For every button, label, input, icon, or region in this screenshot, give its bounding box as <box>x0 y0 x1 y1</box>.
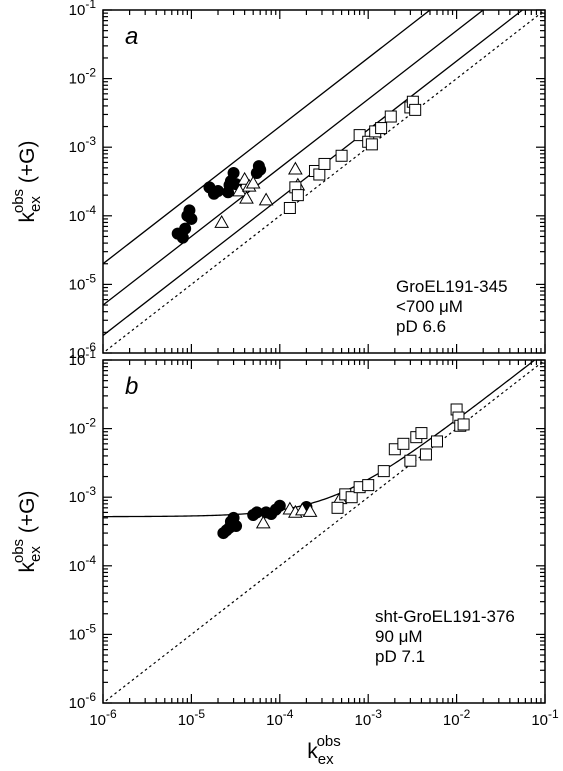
panel-letter: a <box>125 23 138 50</box>
annotation-line: pD 6.6 <box>396 317 446 336</box>
y-tick-label: 10-6 <box>69 340 97 362</box>
square-point <box>397 437 410 450</box>
x-axis-label: kexobs <box>307 733 341 768</box>
x-tick-label: 10-2 <box>443 707 471 729</box>
square-point <box>313 168 326 181</box>
y-tick-label: 10-6 <box>69 690 97 712</box>
plot-frame <box>102 359 546 704</box>
square-point <box>331 501 344 514</box>
square-point <box>430 435 443 448</box>
annotation-line: GroEL191-345 <box>396 277 508 296</box>
square-point <box>409 103 422 116</box>
square-point <box>404 454 417 467</box>
y-tick-label: 10-4 <box>69 553 97 575</box>
y-tick-label: 10-1 <box>69 0 97 19</box>
circle-point <box>227 167 240 180</box>
triangle-point <box>255 515 271 529</box>
x-tick-label: 10-3 <box>355 707 383 729</box>
square-point <box>384 110 397 123</box>
identity-line <box>103 360 545 703</box>
square-point <box>318 157 331 170</box>
square-point <box>283 201 296 214</box>
square-point <box>415 427 428 440</box>
fit-line <box>103 10 485 306</box>
triangle-point <box>239 190 254 204</box>
circle-point <box>179 222 192 235</box>
fit-line <box>103 360 536 518</box>
annotation-line: sht-GroEL191-376 <box>375 607 515 626</box>
data-points <box>217 403 470 540</box>
y-tick-label: 10-2 <box>69 416 97 438</box>
annotation-line: pD 7.1 <box>375 647 425 666</box>
square-point <box>419 448 432 461</box>
panel-letter: b <box>125 373 138 400</box>
y-tick-label: 10-1 <box>69 347 97 369</box>
square-point <box>291 189 304 202</box>
panel-a: 10-6 10-5 10-4 10-3 10-2 10-1 a GroEL191-345<70… <box>10 0 546 362</box>
triangle-point <box>288 161 303 175</box>
y-tick-label: 10-3 <box>69 484 97 506</box>
fit-line <box>103 10 432 265</box>
annotation-line: 90 μM <box>375 627 423 646</box>
square-point <box>375 122 388 135</box>
y-tick-label: 10-3 <box>69 134 97 156</box>
x-tick-label: 10-5 <box>178 707 206 729</box>
y-axis-label: kexobs (+G) <box>10 491 44 573</box>
x-tick-label: 10-1 <box>531 707 559 729</box>
triangle-point <box>245 175 261 189</box>
circle-point <box>254 163 267 176</box>
square-point <box>377 465 390 478</box>
circle-point <box>212 184 225 197</box>
y-tick-label: 10-2 <box>69 66 97 88</box>
x-tick-label: 10-4 <box>266 707 294 729</box>
x-tick-label: 10-6 <box>89 707 117 729</box>
square-point <box>353 129 366 142</box>
circle-point <box>185 212 198 225</box>
y-axis-label: kexobs (+G) <box>10 141 44 223</box>
circle-point <box>230 520 243 533</box>
identity-line <box>103 10 545 353</box>
square-point <box>345 491 358 504</box>
y-tick-label: 10-5 <box>69 621 97 643</box>
square-point <box>362 479 375 492</box>
y-tick-label: 10-4 <box>69 203 97 225</box>
y-tick-label: 10-5 <box>69 271 97 293</box>
plot-frame <box>102 9 546 354</box>
axis-ticks <box>102 9 546 354</box>
square-point <box>335 149 348 162</box>
square-point <box>457 418 470 431</box>
data-points <box>171 95 422 244</box>
reference-lines <box>103 360 545 703</box>
axis-ticks <box>102 359 546 704</box>
triangle-point <box>258 192 274 206</box>
square-point <box>365 138 378 151</box>
panel-b: 10-6 10-5 10-4 10-3 10-2 10-1 10-6 10-5 10-4 10-3… <box>10 347 559 768</box>
triangle-point <box>302 503 318 517</box>
circle-point <box>273 499 286 512</box>
triangle-point <box>214 214 230 228</box>
annotation-line: <700 μM <box>396 297 463 316</box>
